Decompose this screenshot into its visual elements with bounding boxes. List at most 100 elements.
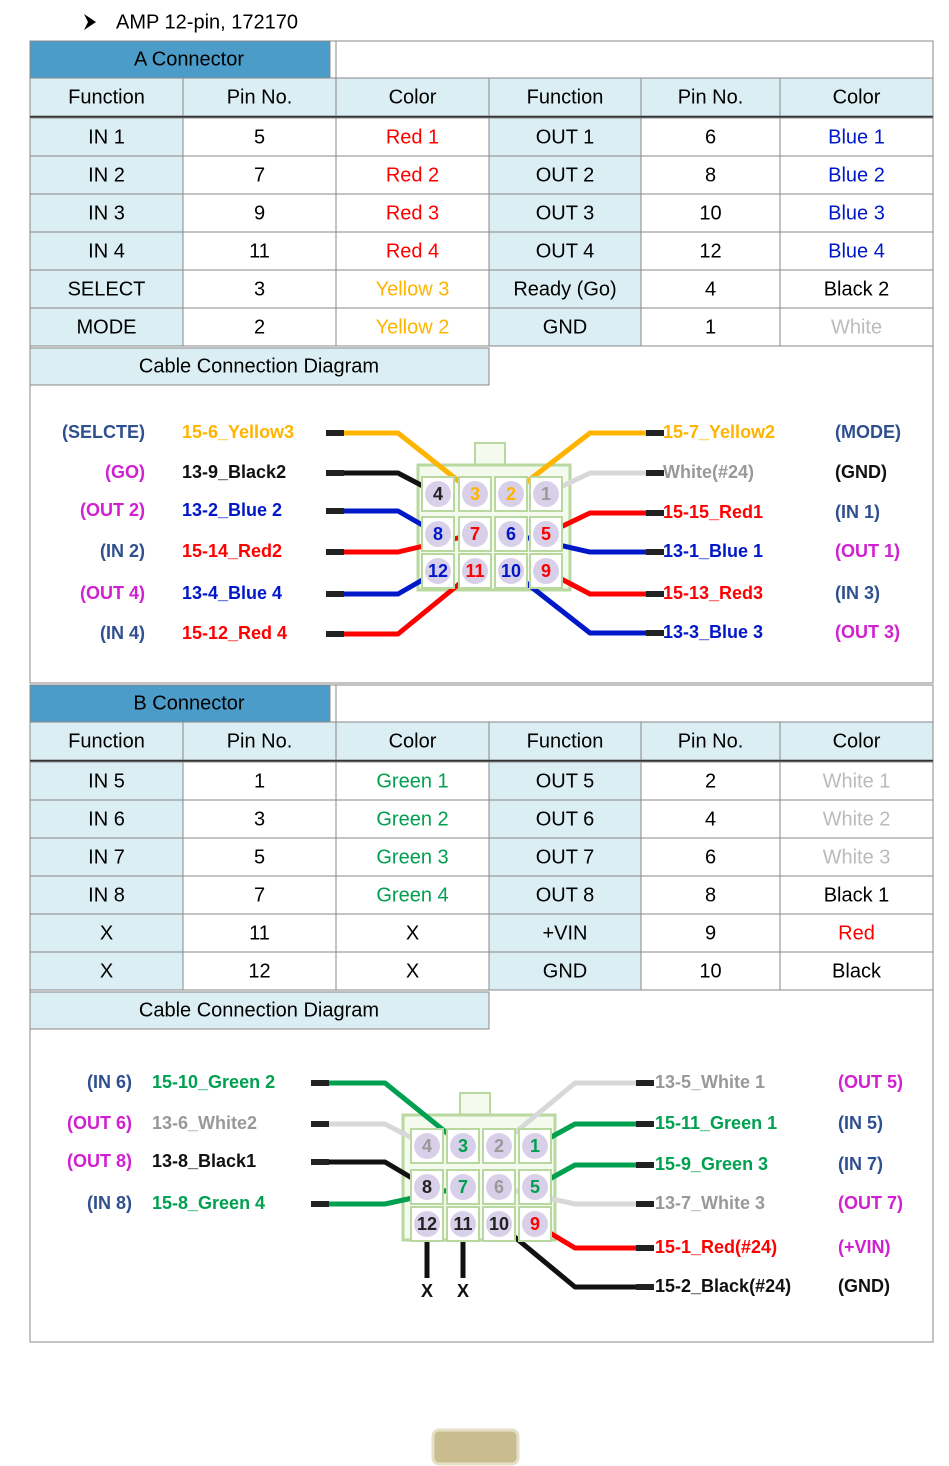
wire-label: 13-8_Black1 bbox=[152, 1151, 256, 1171]
header-cell bbox=[29, 721, 184, 761]
cell-text: X bbox=[100, 922, 113, 944]
wire-label: 15-15_Red1 bbox=[663, 502, 763, 522]
table-cell bbox=[335, 193, 490, 233]
pin bbox=[462, 481, 488, 507]
function-label: (IN 1) bbox=[835, 502, 880, 522]
cell-text: GND bbox=[543, 960, 587, 982]
pin-number: 1 bbox=[530, 1136, 540, 1156]
cell-text: Blue 3 bbox=[828, 202, 885, 224]
pin bbox=[522, 1211, 548, 1237]
table-cell bbox=[640, 193, 781, 233]
table-cell bbox=[488, 913, 642, 953]
cell-text: IN 8 bbox=[88, 884, 125, 906]
table-cell bbox=[640, 761, 781, 801]
pin-number: 6 bbox=[494, 1177, 504, 1197]
table-cell bbox=[779, 193, 934, 233]
table-cell bbox=[335, 799, 490, 839]
pin bbox=[414, 1211, 440, 1237]
header-text: Function bbox=[527, 730, 604, 752]
cell-text: IN 1 bbox=[88, 126, 125, 148]
wire-label: 13-9_Black2 bbox=[182, 462, 286, 482]
cell-text: 3 bbox=[254, 808, 265, 830]
function-label: (IN 6) bbox=[87, 1072, 132, 1092]
function-label: (IN 8) bbox=[87, 1193, 132, 1213]
section-title-cell bbox=[29, 684, 331, 723]
title-row-rest bbox=[335, 684, 934, 723]
function-label: (OUT 1) bbox=[835, 541, 900, 561]
function-label: (MODE) bbox=[835, 422, 901, 442]
function-label: (IN 5) bbox=[838, 1113, 883, 1133]
wire-end bbox=[326, 470, 344, 476]
table-cell bbox=[779, 307, 934, 347]
pin-number: 9 bbox=[541, 561, 551, 581]
table-cell bbox=[488, 193, 642, 233]
wire-end bbox=[326, 508, 344, 514]
pin-number: 3 bbox=[470, 484, 480, 504]
function-label: (IN 2) bbox=[100, 541, 145, 561]
cell-text: 10 bbox=[699, 202, 721, 224]
table-cell bbox=[29, 913, 184, 953]
cell-text: 1 bbox=[705, 316, 716, 338]
cell-text: 6 bbox=[705, 846, 716, 868]
cell-text: X bbox=[406, 922, 419, 944]
diagram-title: Cable Connection Diagram bbox=[139, 999, 379, 1021]
pin bbox=[450, 1211, 476, 1237]
wire-label: 15-10_Green 2 bbox=[152, 1072, 275, 1092]
wire-end bbox=[636, 1201, 654, 1207]
table-cell bbox=[335, 837, 490, 877]
cell-text: OUT 1 bbox=[536, 126, 595, 148]
wire-label: 15-2_Black(#24) bbox=[655, 1276, 791, 1296]
cell-text: IN 6 bbox=[88, 808, 125, 830]
table-cell bbox=[779, 875, 934, 915]
bullet bbox=[84, 14, 96, 30]
wire-label: 15-12_Red 4 bbox=[182, 623, 287, 643]
wire-label: 13-6_White2 bbox=[152, 1113, 257, 1133]
cell-text: 1 bbox=[254, 770, 265, 792]
cell-text: Red bbox=[838, 922, 875, 944]
header-cell bbox=[779, 77, 934, 117]
cell-text: 9 bbox=[705, 922, 716, 944]
diagram-title-cell bbox=[29, 991, 490, 1030]
pin bbox=[533, 558, 559, 584]
wire-end bbox=[646, 510, 664, 516]
cell-text: OUT 3 bbox=[536, 202, 595, 224]
cell-text: 12 bbox=[248, 960, 270, 982]
wire-end bbox=[646, 430, 664, 436]
table-cell bbox=[335, 269, 490, 309]
header-text: Pin No. bbox=[227, 730, 293, 752]
wire-end bbox=[636, 1162, 654, 1168]
pin bbox=[486, 1133, 512, 1159]
table-cell bbox=[779, 761, 934, 801]
pin-number: 12 bbox=[417, 1214, 437, 1234]
wire-label: 15-14_Red2 bbox=[182, 541, 282, 561]
wire-label: X bbox=[457, 1281, 469, 1301]
table-cell bbox=[488, 117, 642, 157]
function-label: (GO) bbox=[105, 462, 145, 482]
cell-text: 8 bbox=[705, 164, 716, 186]
function-label: (OUT 7) bbox=[838, 1193, 903, 1213]
wire-label: 13-5_White 1 bbox=[655, 1072, 765, 1092]
wire-label: 13-7_White 3 bbox=[655, 1193, 765, 1213]
header-text: Pin No. bbox=[227, 86, 293, 108]
wire-end bbox=[636, 1284, 654, 1290]
wire-label: 15-7_Yellow2 bbox=[663, 422, 775, 442]
cell-text: 6 bbox=[705, 126, 716, 148]
wire bbox=[315, 1080, 465, 1148]
wire-end bbox=[646, 630, 664, 636]
header-cell bbox=[182, 721, 337, 761]
wire bbox=[497, 1222, 650, 1290]
pin-number: 10 bbox=[489, 1214, 509, 1234]
function-label: (IN 3) bbox=[835, 583, 880, 603]
pin bbox=[425, 481, 451, 507]
cell-text: Ready (Go) bbox=[513, 278, 616, 300]
function-label: (OUT 3) bbox=[835, 622, 900, 642]
wire-label: X bbox=[421, 1281, 433, 1301]
cell-text: OUT 8 bbox=[536, 884, 595, 906]
header-text: Function bbox=[68, 86, 145, 108]
table-cell bbox=[182, 761, 337, 801]
cell-text: IN 5 bbox=[88, 770, 125, 792]
cell-text: IN 2 bbox=[88, 164, 125, 186]
pin-number: 7 bbox=[458, 1177, 468, 1197]
section-title: A Connector bbox=[134, 48, 244, 70]
wire-end bbox=[326, 631, 344, 637]
